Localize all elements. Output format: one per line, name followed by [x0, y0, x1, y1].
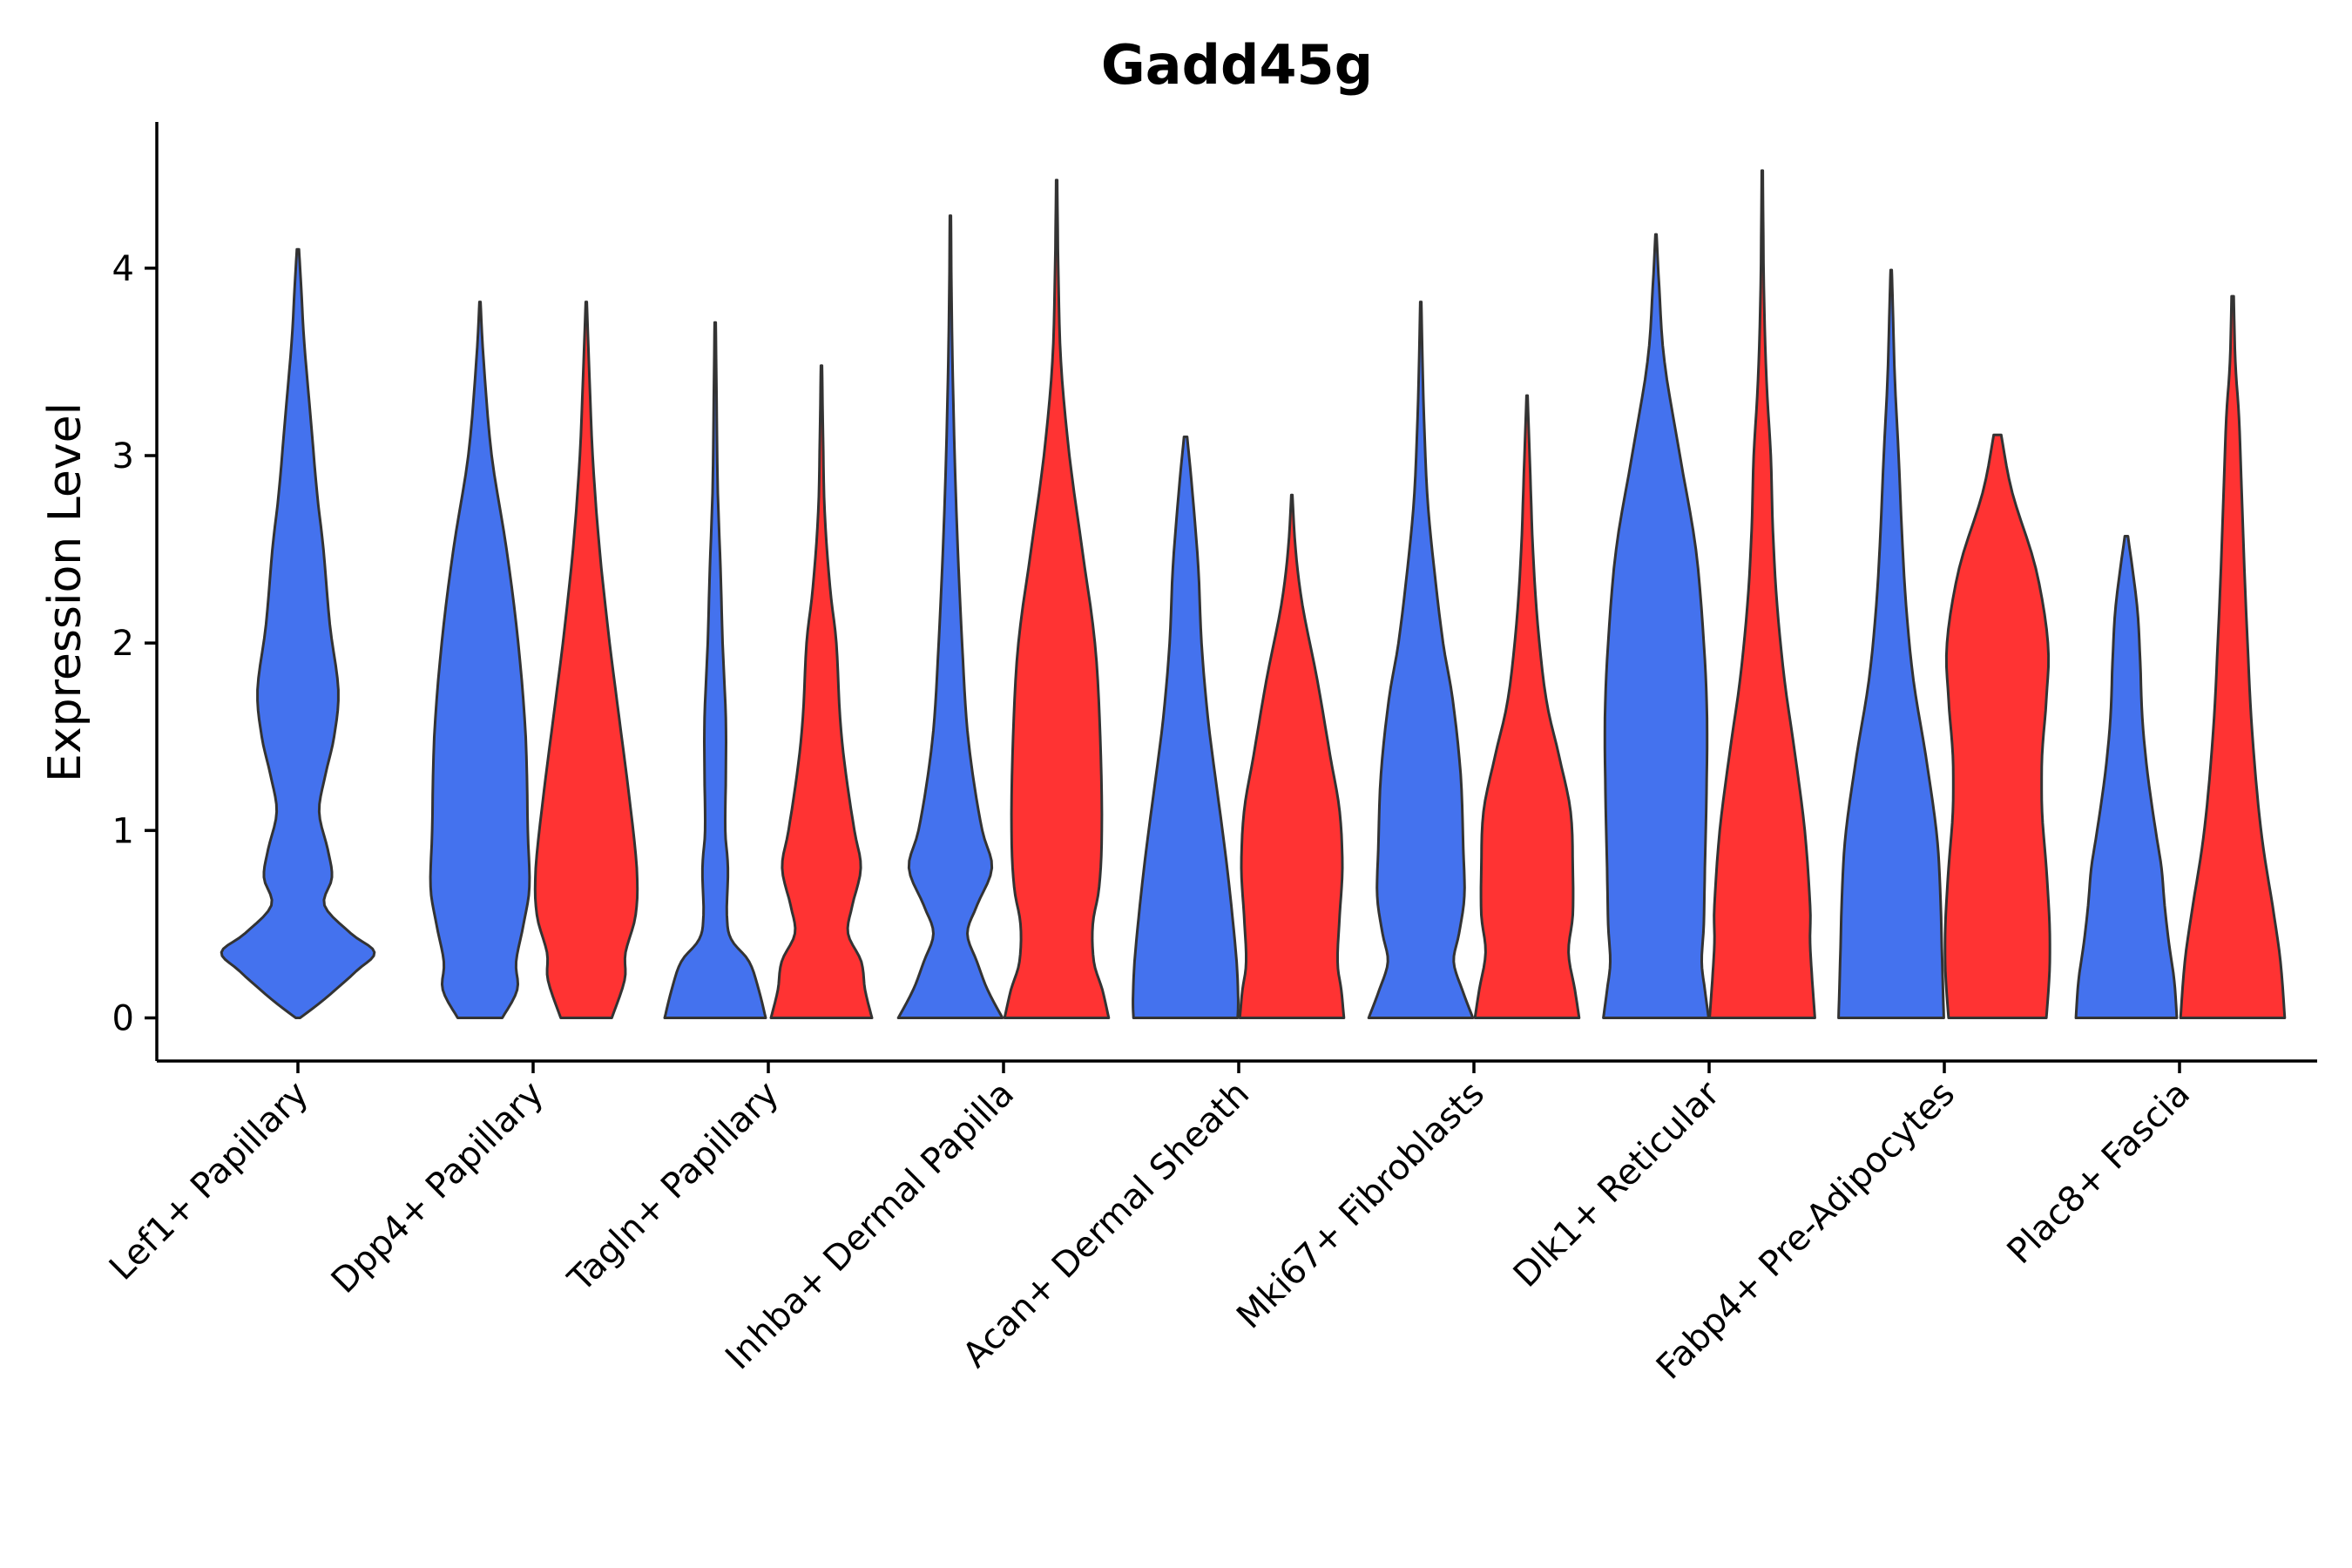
category-label-6: Dlk1+ Reticular: [1506, 1073, 1728, 1295]
violin-4-blue: [896, 214, 1004, 1019]
y-tick-label-1: 1: [112, 811, 134, 851]
y-tick-label-2: 2: [112, 624, 134, 664]
violin-5-red: [1238, 493, 1346, 1019]
violin-8-blue: [1837, 268, 1945, 1019]
category-label-0: Lef1+ Papillary: [102, 1074, 316, 1288]
violin-7-blue: [1602, 233, 1710, 1019]
y-tick-label-3: 3: [112, 436, 134, 476]
violin-group: [220, 169, 2287, 1019]
violin-1-blue: [220, 247, 376, 1019]
violin-7-red: [1708, 169, 1816, 1019]
category-label-8: Plac8+ Fascia: [2000, 1074, 2199, 1273]
chart-title: Gadd45g: [1101, 33, 1373, 97]
category-label-5: Mki67+ Fibroblasts: [1229, 1074, 1492, 1337]
category-label-1: Dpp4+ Papillary: [324, 1074, 551, 1301]
violin-3-blue: [663, 321, 767, 1019]
violin-2-blue: [429, 301, 531, 1019]
violin-2-red: [533, 301, 639, 1019]
violin-6-blue: [1367, 301, 1475, 1019]
violin-3-red: [769, 364, 874, 1019]
violin-4-red: [1003, 179, 1111, 1019]
y-axis-label: Expression Level: [39, 402, 91, 782]
violin-9-red: [2179, 294, 2287, 1019]
violin-8-red: [1943, 433, 2051, 1019]
y-tick-label-4: 4: [112, 249, 134, 289]
category-label-2: Tagln+ Papillary: [560, 1074, 787, 1301]
violin-5-blue: [1132, 436, 1240, 1019]
violin-6-red: [1473, 394, 1581, 1019]
violin-9-blue: [2074, 535, 2179, 1019]
y-tick-label-0: 0: [112, 999, 134, 1039]
